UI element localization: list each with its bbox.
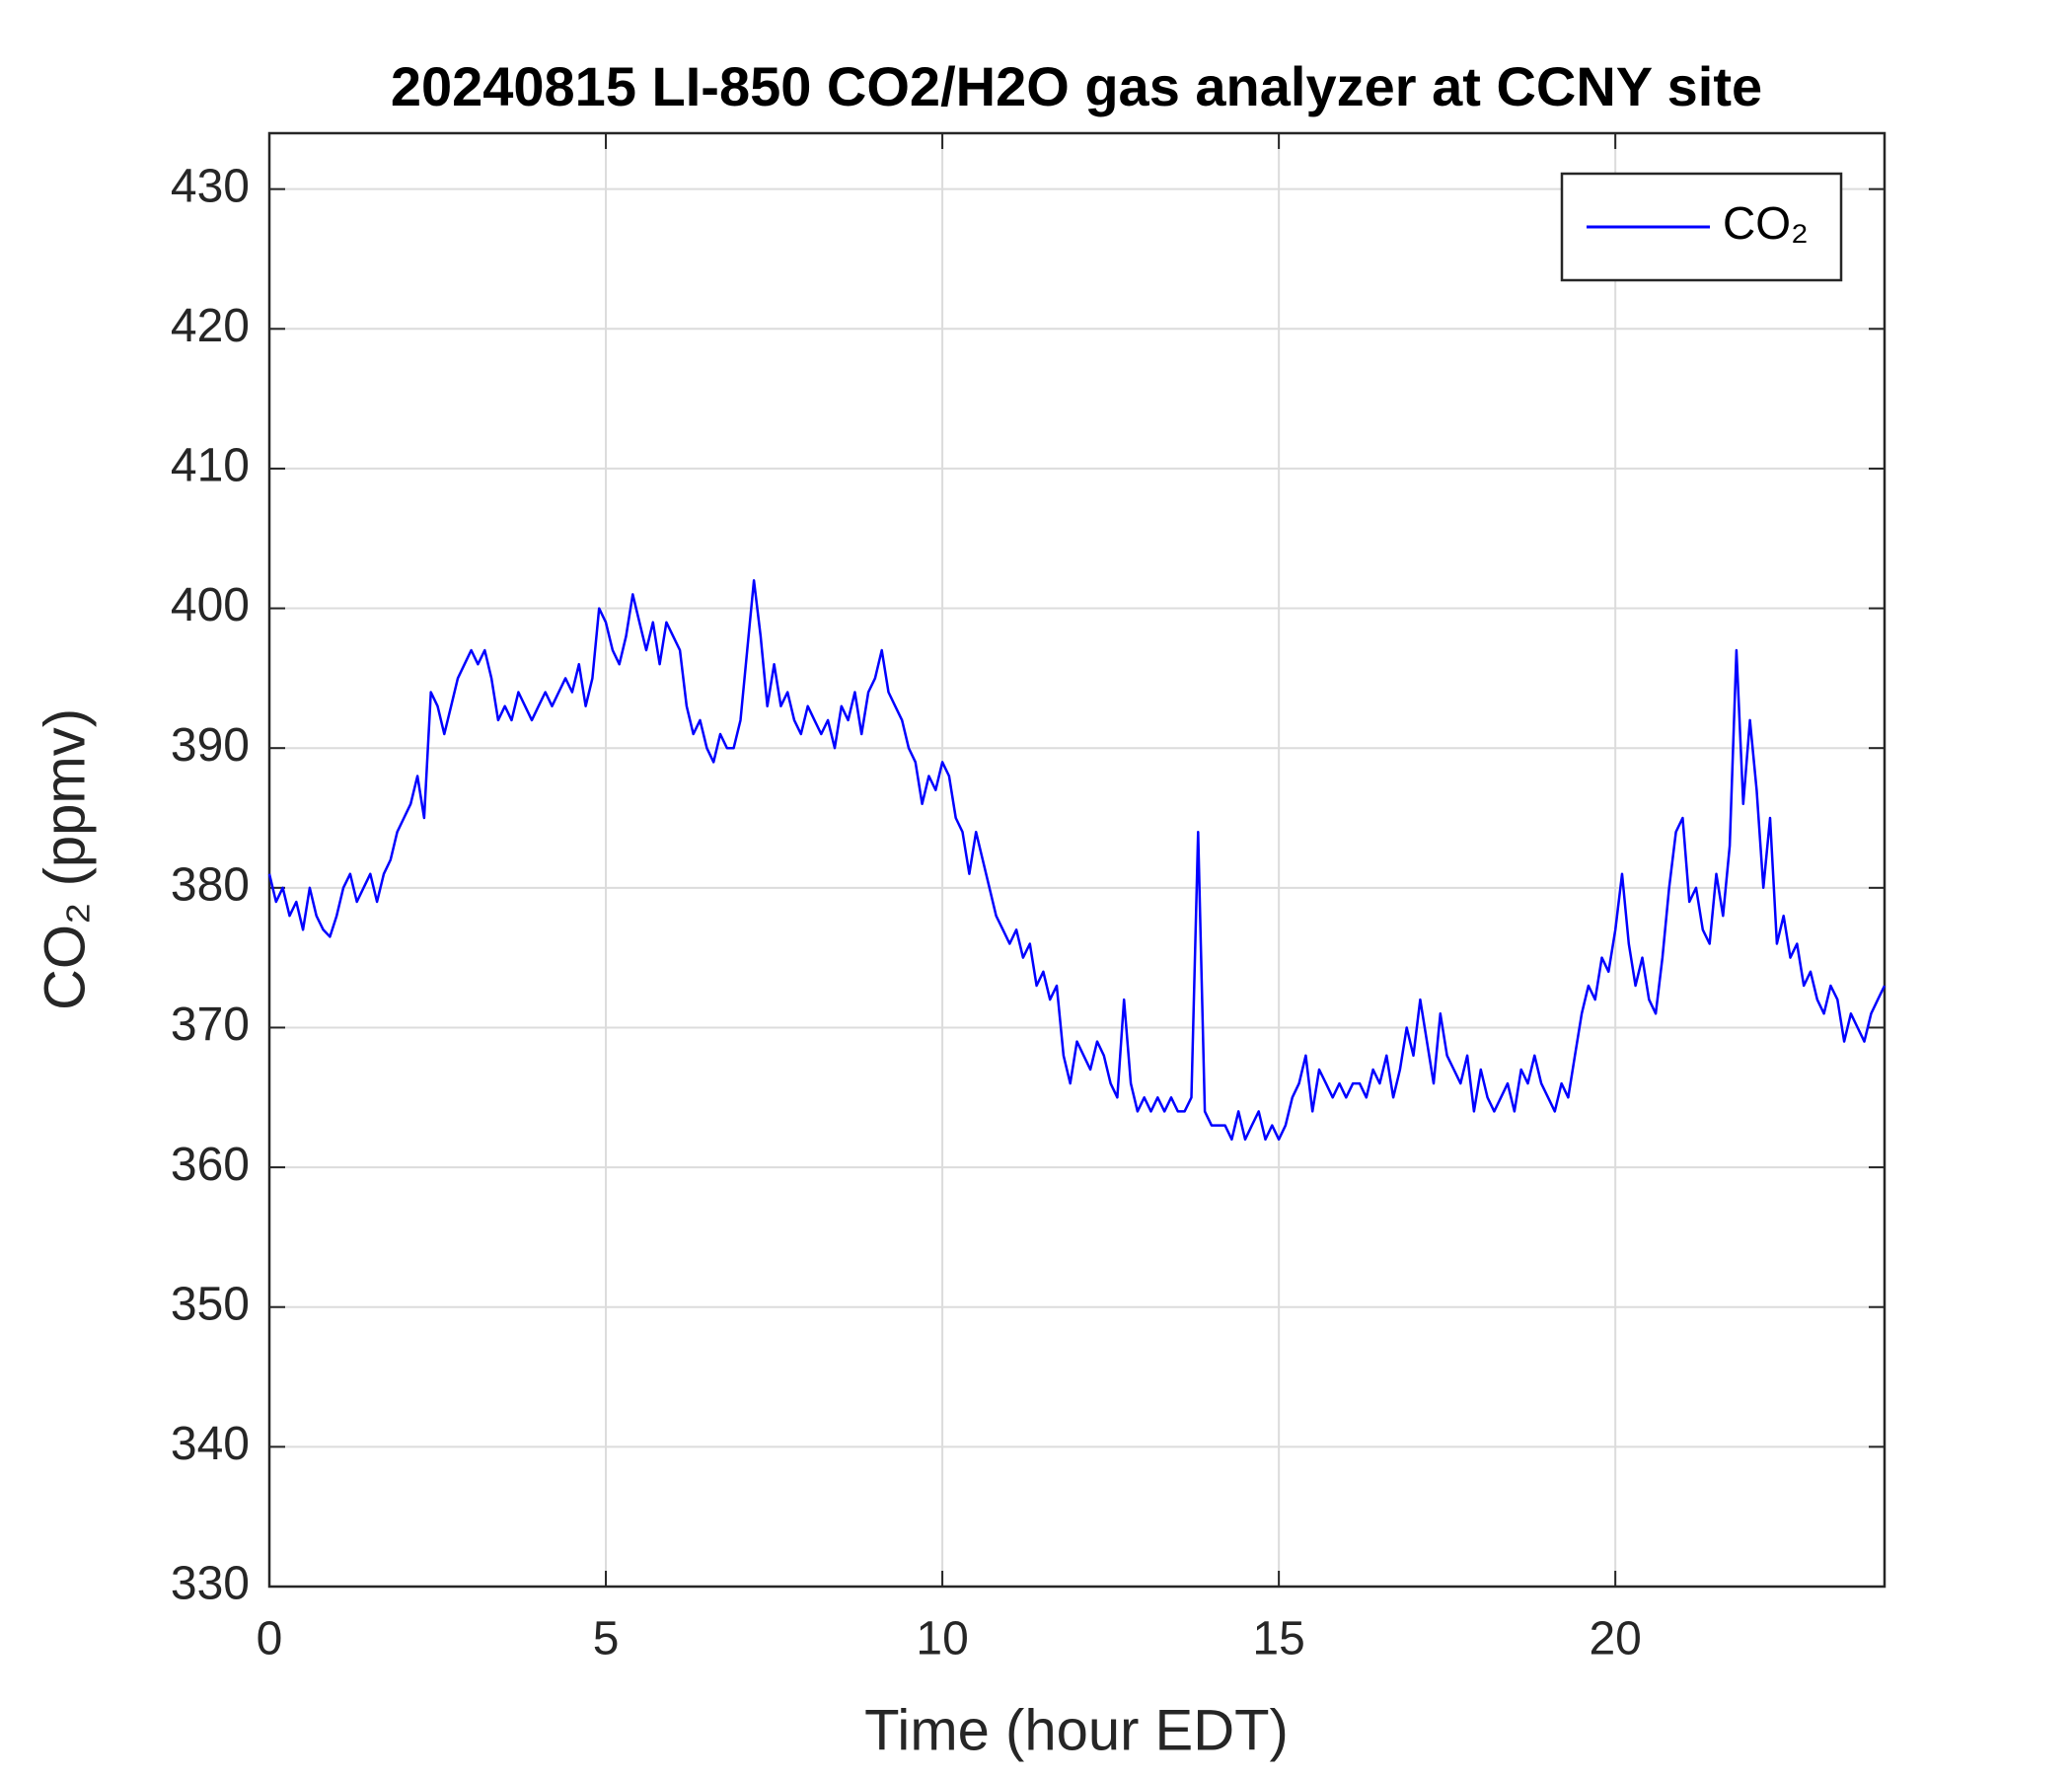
x-tick-label: 5 [593, 1613, 620, 1665]
y-tick-label: 350 [171, 1278, 250, 1330]
y-tick-label: 380 [171, 858, 250, 911]
y-tick-label: 330 [171, 1558, 250, 1610]
y-axis-label: CO₂ (ppmv) [33, 708, 97, 1010]
y-tick-label: 340 [171, 1418, 250, 1470]
legend-label: CO₂ [1723, 197, 1809, 249]
plot-frame [267, 131, 1887, 1589]
x-axis-label: Time (hour EDT) [864, 1698, 1289, 1762]
x-tick-label: 0 [257, 1613, 283, 1665]
x-tick-label: 20 [1589, 1613, 1641, 1665]
y-tick-label: 370 [171, 999, 250, 1051]
y-tick-label: 430 [171, 160, 250, 212]
x-tick-label: 10 [916, 1613, 968, 1665]
y-tick-label: 420 [171, 300, 250, 352]
y-tick-label: 400 [171, 579, 250, 631]
chart-title: 20240815 LI-850 CO2/H2O gas analyzer at … [391, 55, 1762, 117]
data-line [267, 578, 1887, 1142]
y-tick-label: 360 [171, 1139, 250, 1191]
y-tick-label: 390 [171, 719, 250, 772]
x-tick-label: 15 [1252, 1613, 1304, 1665]
y-tick-label: 410 [171, 440, 250, 492]
